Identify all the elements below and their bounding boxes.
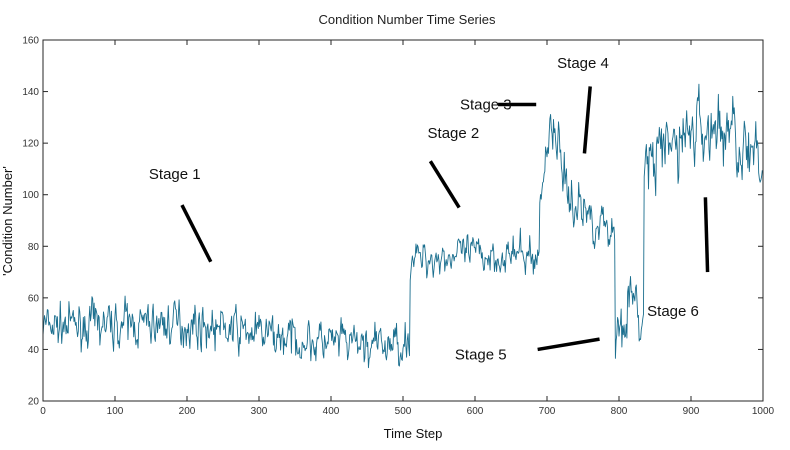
x-tick-label: 900	[683, 406, 700, 417]
stage-pointer-line	[537, 337, 600, 352]
stage-label: Stage 3	[460, 96, 512, 113]
x-tick-label: 800	[611, 406, 628, 417]
x-tick-label: 300	[251, 406, 268, 417]
stage-pointer-line	[428, 160, 461, 209]
x-tick-label: 600	[467, 406, 484, 417]
x-tick-label: 100	[107, 406, 124, 417]
stage-label: Stage 6	[647, 303, 699, 320]
x-tick-label: 0	[40, 406, 46, 417]
y-axis-label: 'Condition Number'	[0, 166, 15, 276]
x-tick-label: 200	[179, 406, 196, 417]
stage-pointer-line	[703, 197, 710, 273]
stage-label: Stage 4	[557, 55, 609, 72]
stage-label: Stage 2	[428, 125, 480, 142]
stage-pointer-line	[582, 86, 592, 154]
x-tick-label: 1000	[752, 406, 775, 417]
y-tick-label: 120	[22, 139, 39, 150]
stage-label: Stage 1	[149, 166, 201, 183]
y-tick-label: 160	[22, 36, 39, 47]
annotations: Stage 1 Stage 2 Stage 3 Stage 4 Stage 5 Stage…	[149, 55, 710, 364]
x-tick-label: 700	[539, 406, 556, 417]
y-axis: 20 40 60 80 100 120 140 160	[22, 36, 763, 408]
plot-area	[42, 83, 763, 369]
x-axis: 0 100 200 300 400 500 600 700 800 900 1000	[40, 40, 775, 417]
x-axis-label: Time Step	[384, 426, 443, 441]
y-tick-label: 140	[22, 87, 39, 98]
x-tick-label: 500	[395, 406, 412, 417]
y-tick-label: 40	[28, 345, 40, 356]
y-tick-label: 20	[28, 397, 40, 408]
y-tick-label: 60	[28, 293, 40, 304]
condition-number-series-line	[42, 83, 763, 369]
stage-pointer-line	[180, 204, 213, 263]
y-tick-label: 100	[22, 190, 39, 201]
x-tick-label: 400	[323, 406, 340, 417]
chart-title: Condition Number Time Series	[318, 12, 496, 27]
y-tick-label: 80	[28, 242, 40, 253]
stage-label: Stage 5	[455, 347, 507, 364]
